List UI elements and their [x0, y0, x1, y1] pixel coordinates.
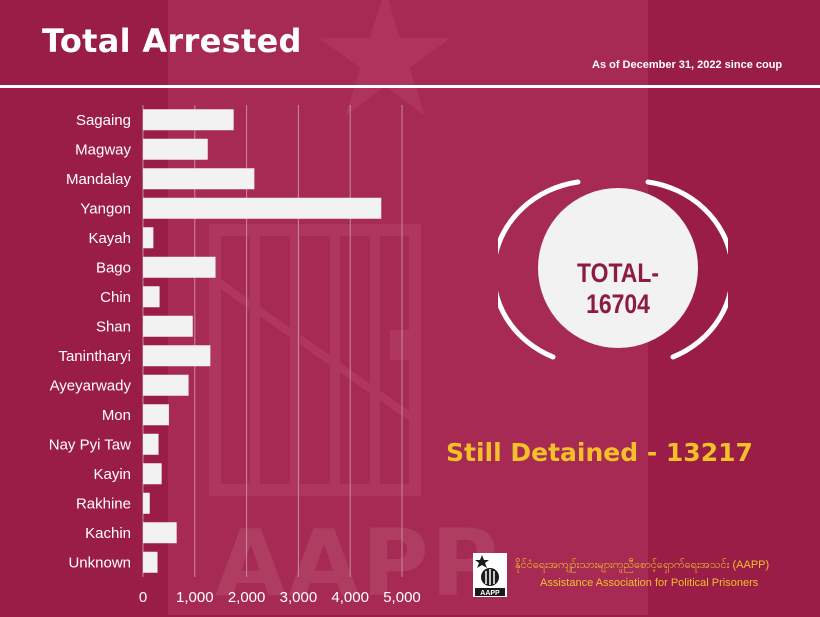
bar-kachin [143, 522, 177, 544]
category-label: Sagaing [76, 112, 131, 129]
bar-unknown [143, 551, 158, 573]
bar-nay-pyi-taw [143, 433, 159, 455]
bar-yangon [143, 197, 382, 219]
bar-mandalay [143, 168, 255, 190]
jail-bars-watermark-icon [209, 224, 421, 496]
bar-tanintharyi [143, 345, 211, 367]
category-label: Nay Pyi Taw [49, 436, 131, 453]
category-label: Unknown [68, 554, 131, 571]
as-of-date-subtitle: As of December 31, 2022 since coup [592, 59, 783, 71]
x-tick-label: 3,000 [280, 589, 318, 606]
bar-magway [143, 138, 208, 160]
x-tick-label: 5,000 [383, 589, 421, 606]
total-arrested-value: TOTAL- 16704 [576, 258, 659, 319]
category-label: Rakhine [76, 495, 131, 512]
header-divider [0, 85, 820, 88]
arrests-bar-chart: 0 1,000 2,000 3,000 4,000 5,000 Sagaing Magway M… [49, 105, 421, 606]
org-name-english: Assistance Association for Political Pri… [540, 577, 759, 589]
star-watermark-icon [319, 0, 451, 116]
x-tick-label: 2,000 [228, 589, 266, 606]
category-label: Mon [102, 407, 131, 424]
bar-ayeyarwady [143, 374, 189, 396]
aapp-logo-icon: AAPP [473, 553, 507, 597]
bar-sagaing [143, 109, 234, 131]
bar-bago [143, 256, 216, 278]
org-name-myanmar: နိုင်ငံရေးအကျဉ်းသားများကူညီစောင့်ရှောက်ရ… [515, 559, 770, 571]
category-label: Yangon [80, 200, 131, 217]
category-label: Tanintharyi [58, 348, 131, 365]
category-label: Magway [75, 141, 131, 158]
bar-rakhine [143, 492, 150, 514]
category-label: Ayeyarwady [50, 377, 132, 394]
total-circle [538, 188, 698, 348]
bar-kayah [143, 227, 154, 249]
category-label: Shan [96, 318, 131, 335]
category-label: Kayin [93, 466, 131, 483]
bar-chin [143, 286, 160, 308]
bar-kayin [143, 463, 162, 485]
bar-mon [143, 404, 169, 426]
page-title: Total Arrested [42, 22, 302, 60]
still-detained-value: Still Detained - 13217 [446, 438, 753, 467]
category-label: Chin [100, 289, 131, 306]
bar-shan [143, 315, 193, 337]
category-label: Kachin [85, 525, 131, 542]
x-tick-label: 0 [139, 589, 147, 606]
aapp-watermark-text: AAPP [215, 510, 501, 617]
svg-text:AAPP: AAPP [480, 590, 500, 597]
x-tick-label: 4,000 [331, 589, 369, 606]
category-label: Kayah [88, 230, 131, 247]
total-ring-decoration [498, 179, 728, 360]
category-label: Mandalay [66, 171, 132, 188]
x-tick-label: 1,000 [176, 589, 214, 606]
category-label: Bago [96, 259, 131, 276]
